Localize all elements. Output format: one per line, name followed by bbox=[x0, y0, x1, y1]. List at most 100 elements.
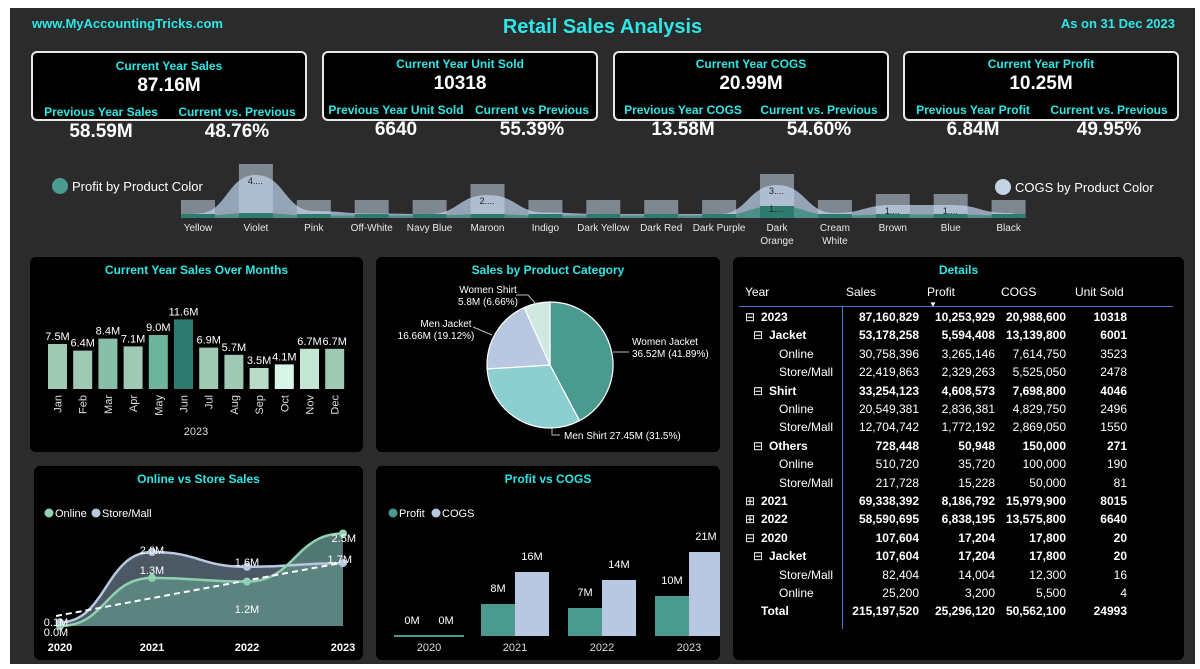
online-store-tick: 2022 bbox=[235, 642, 259, 654]
profit-cell: 17,204 bbox=[958, 530, 995, 545]
color-category-label: Violet bbox=[243, 223, 268, 234]
cogs-cell: 17,800 bbox=[1029, 549, 1066, 564]
month-value-label: 6.7M bbox=[297, 336, 321, 348]
profit-bar bbox=[528, 214, 563, 218]
table-row: ⊟ 2020 107,604 17,204 17,800 20 bbox=[733, 529, 1184, 547]
profit-legend-label: Profit bbox=[399, 508, 425, 520]
color-category-label: Blue bbox=[941, 223, 961, 234]
kpi-prev-value: 6640 bbox=[374, 119, 418, 140]
table-row: Store/Mall 217,728 15,228 50,000 81 bbox=[733, 474, 1184, 492]
online-point bbox=[148, 573, 156, 582]
as-of-date: As on 31 Dec 2023 bbox=[1060, 16, 1175, 31]
color-data-label: 2.... bbox=[480, 196, 495, 206]
sales-cell: 728,448 bbox=[875, 438, 919, 453]
profit-bar bbox=[238, 213, 273, 218]
col-units[interactable]: Unit Sold bbox=[1075, 285, 1124, 299]
column-divider bbox=[842, 307, 843, 629]
table-row: Store/Mall 12,704,742 1,772,192 2,869,050 15… bbox=[733, 418, 1184, 436]
online-store-panel: Online vs Store Sales 2.0M 1.3M 1.6M 1.2M 2.… bbox=[34, 466, 363, 660]
profit-cogs-tick: 2021 bbox=[503, 642, 527, 654]
cogs-bar bbox=[354, 200, 389, 218]
online-store-tick: 2021 bbox=[140, 642, 164, 654]
cogs-cell: 50,000 bbox=[1029, 475, 1066, 490]
color-data-label: 3.... bbox=[769, 186, 784, 196]
table-row: Online 25,200 3,200 5,500 4 bbox=[733, 584, 1184, 602]
sales-cell: 58,590,695 bbox=[858, 512, 919, 527]
month-value-label: 6.7M bbox=[322, 336, 346, 348]
pie-slice bbox=[486, 364, 581, 429]
kpi-card-profit: Current Year Profit 10.25M Previous Year… bbox=[903, 51, 1179, 140]
color-category-label: Yellow bbox=[184, 223, 213, 234]
collapse-icon[interactable]: ⊟ bbox=[753, 438, 764, 453]
profit-bar bbox=[354, 214, 389, 218]
color-data-label: 1.... bbox=[885, 206, 900, 216]
store-point bbox=[148, 548, 156, 556]
collapse-icon[interactable]: ⊟ bbox=[753, 328, 764, 343]
month-value-label: 8.4M bbox=[96, 326, 120, 338]
kpi-main-label: Current Year Profit bbox=[987, 57, 1095, 71]
online-store-value-label: 2.5M bbox=[332, 533, 356, 545]
kpi-main-value: 20.99M bbox=[719, 73, 783, 94]
color-category-label: Dark Yellow bbox=[577, 223, 630, 234]
sales-cell: 25,200 bbox=[882, 586, 919, 600]
table-row: Online 510,720 35,720 100,000 190 bbox=[733, 455, 1184, 473]
kpi-main-value: 87.16M bbox=[137, 75, 201, 96]
col-cogs[interactable]: COGS bbox=[1001, 285, 1037, 299]
units-cell: 3523 bbox=[1100, 346, 1127, 361]
collapse-icon[interactable]: ⊟ bbox=[745, 530, 756, 545]
cogs-bar bbox=[181, 200, 215, 218]
kpi-main-label: Current Year Unit Sold bbox=[396, 57, 524, 71]
month-bar bbox=[73, 350, 93, 389]
sales-cell: 87,160,829 bbox=[858, 310, 919, 324]
kpi-prev-value: 58.59M bbox=[69, 121, 133, 142]
cogs-bar bbox=[412, 200, 447, 218]
table-row: ⊟ Others 728,448 50,948 150,000 271 bbox=[733, 437, 1184, 455]
expand-icon[interactable]: ⊞ bbox=[745, 494, 756, 508]
pie-detail: 16.66M (19.12%) bbox=[398, 331, 475, 342]
month-tick-label: Oct bbox=[279, 395, 291, 412]
sales-cell: 20,549,381 bbox=[858, 402, 919, 416]
month-tick-label: Nov bbox=[305, 395, 317, 415]
profit-cell: 25,296,120 bbox=[934, 604, 995, 619]
total-row: Total 215,197,520 25,296,120 50,562,100 2499… bbox=[733, 602, 1184, 620]
profit-bar bbox=[644, 214, 679, 218]
cogs-bar bbox=[602, 580, 636, 636]
cogs-cell: 2,869,050 bbox=[1012, 420, 1066, 435]
row-label: Online bbox=[779, 346, 814, 361]
kpi-main-value: 10.25M bbox=[1009, 73, 1073, 94]
month-value-label: 3.5M bbox=[247, 355, 271, 367]
store-line bbox=[59, 550, 344, 624]
monthly-sales-title: Current Year Sales Over Months bbox=[104, 263, 289, 277]
sort-arrow-icon[interactable]: ▼ bbox=[929, 300, 937, 309]
color-category-label: Indigo bbox=[532, 223, 560, 234]
row-label: Online bbox=[779, 402, 814, 416]
profit-bar bbox=[933, 214, 968, 218]
units-cell: 1550 bbox=[1100, 420, 1127, 435]
row-label: Online bbox=[779, 586, 814, 600]
cogs-bar bbox=[644, 200, 679, 218]
row-label: Jacket bbox=[769, 328, 807, 343]
month-tick-label: Jan bbox=[53, 395, 65, 413]
row-label: Store/Mall bbox=[779, 475, 834, 490]
month-bar bbox=[48, 344, 67, 389]
collapse-icon[interactable]: ⊟ bbox=[753, 549, 764, 564]
kpi-main-value: 10318 bbox=[433, 73, 487, 94]
col-profit[interactable]: Profit bbox=[927, 285, 956, 299]
col-year[interactable]: Year bbox=[745, 285, 770, 299]
collapse-icon[interactable]: ⊟ bbox=[745, 310, 756, 324]
units-cell: 4 bbox=[1120, 586, 1127, 600]
store-legend-dot bbox=[91, 508, 101, 518]
month-tick-label: Jun bbox=[179, 395, 191, 413]
profit-cell: 35,720 bbox=[958, 457, 995, 472]
expand-icon[interactable]: ⊞ bbox=[745, 512, 756, 527]
month-tick-label: Mar bbox=[103, 395, 115, 414]
month-value-label: 6.4M bbox=[70, 338, 94, 350]
month-bar bbox=[325, 348, 345, 389]
kpi-cmp-value: 48.76% bbox=[204, 121, 270, 142]
sales-cell: 510,720 bbox=[875, 457, 919, 472]
col-sales[interactable]: Sales bbox=[846, 285, 877, 299]
units-cell: 271 bbox=[1106, 438, 1127, 453]
website-label[interactable]: www.MyAccountingTricks.com bbox=[32, 16, 223, 31]
profit-cell: 3,200 bbox=[964, 586, 995, 600]
collapse-icon[interactable]: ⊟ bbox=[753, 383, 764, 398]
